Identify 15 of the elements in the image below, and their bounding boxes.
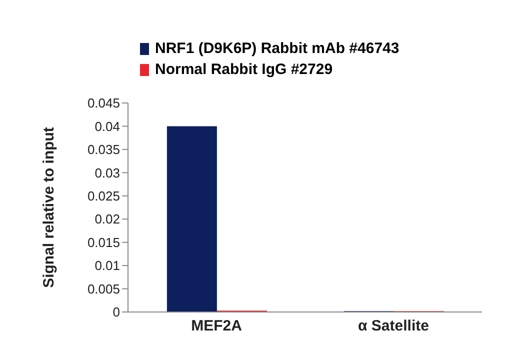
y-axis-title: Signal relative to input [40, 127, 58, 288]
y-tick-label: 0.015 [87, 234, 120, 250]
y-tick-label: 0 [112, 304, 120, 320]
y-tick-label: 0.02 [94, 212, 120, 227]
y-tick-label: 0.045 [87, 96, 120, 111]
y-tick-label: 0.025 [87, 188, 120, 204]
y-tick-label: 0.03 [94, 165, 120, 180]
legend-label: Normal Rabbit IgG #2729 [154, 60, 334, 80]
x-tick-label: MEF2A [191, 318, 242, 335]
y-tick-label: 0.005 [87, 281, 120, 296]
y-tick-label: 0.01 [94, 258, 120, 274]
legend-label: NRF1 (D9K6P) Rabbit mAb #46743 [154, 39, 400, 59]
x-tick-label: α Satellite [358, 318, 429, 335]
y-tick-label: 0.04 [94, 118, 120, 134]
y-tick-label: 0.035 [87, 142, 120, 158]
